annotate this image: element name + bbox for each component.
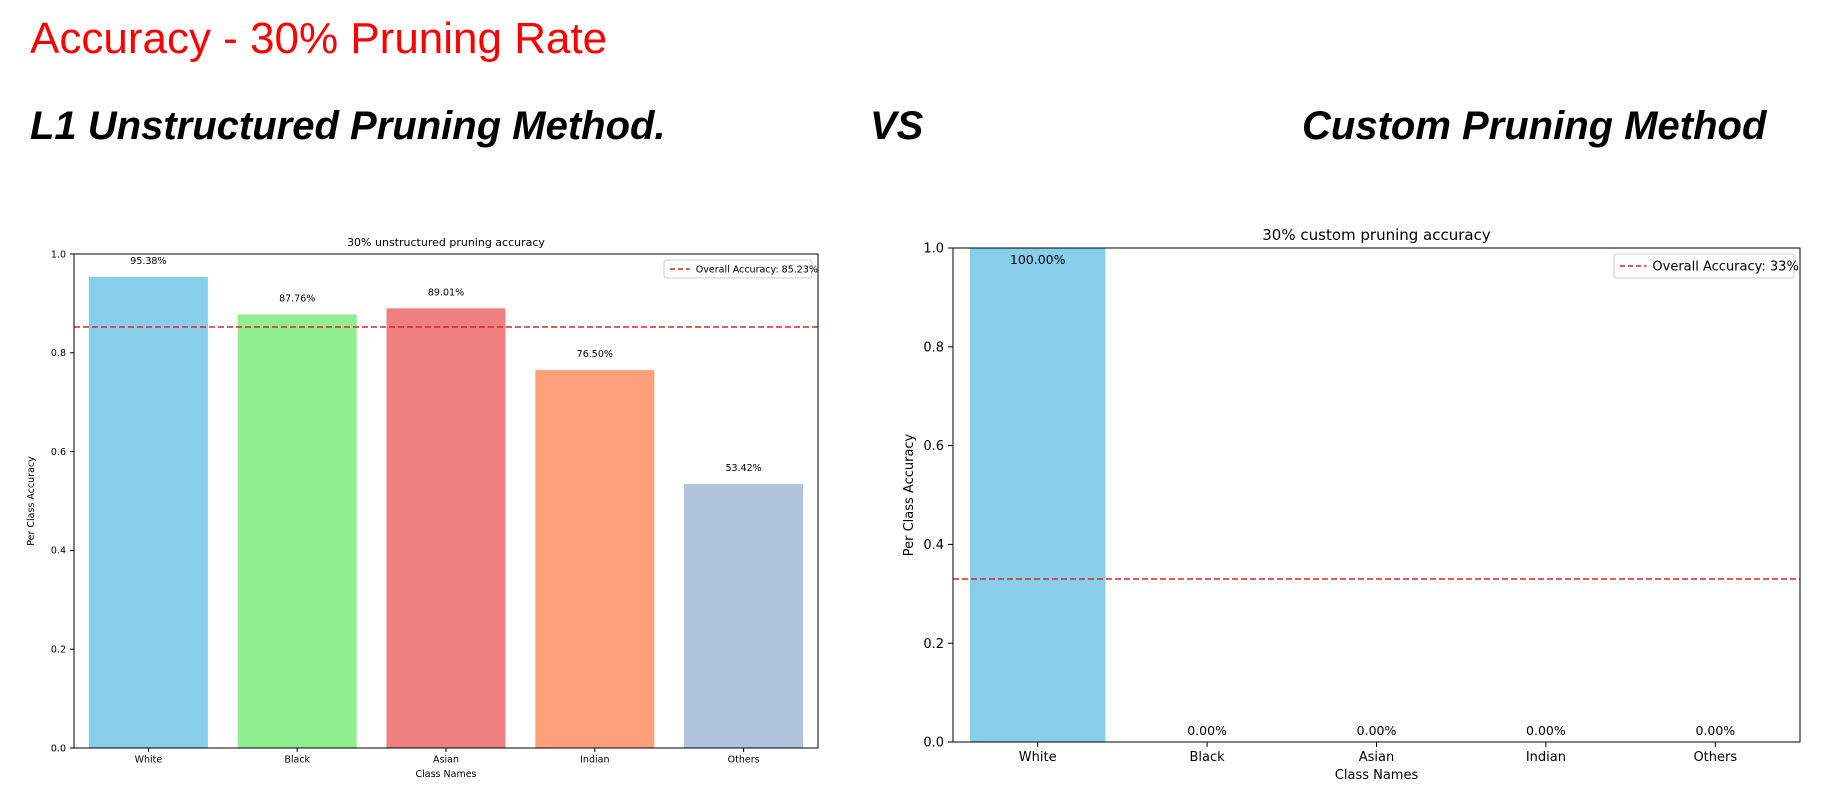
- y-tick-label: 0.4: [51, 546, 66, 557]
- y-tick-label: 1.0: [51, 249, 66, 260]
- y-tick-label: 0.6: [51, 447, 66, 458]
- x-tick-label-asian: Asian: [1359, 750, 1394, 765]
- chart-title: 30% unstructured pruning accuracy: [347, 236, 545, 249]
- value-label-others: 53.42%: [725, 463, 761, 474]
- y-tick-label: 0.8: [51, 348, 66, 359]
- value-label-asian: 89.01%: [428, 287, 464, 298]
- y-tick-label: 0.0: [923, 736, 944, 751]
- x-tick-label-black: Black: [284, 755, 310, 766]
- slide-title: Accuracy - 30% Pruning Rate: [30, 14, 608, 63]
- left-method-heading: L1 Unstructured Pruning Method.: [30, 104, 666, 148]
- value-label-asian: 0.00%: [1357, 723, 1397, 738]
- legend-label: Overall Accuracy: 85.23%: [696, 264, 818, 275]
- y-axis-label: Per Class Accuracy: [902, 433, 917, 556]
- y-tick-label: 0.6: [923, 439, 944, 454]
- value-label-indian: 76.50%: [577, 349, 613, 360]
- legend-box: [663, 259, 813, 279]
- x-tick-label-black: Black: [1190, 750, 1226, 765]
- bar-asian: [386, 308, 506, 748]
- bar-black: [237, 314, 357, 748]
- bar-white: [969, 248, 1106, 742]
- value-label-indian: 0.00%: [1526, 723, 1566, 738]
- value-label-black: 0.00%: [1187, 723, 1227, 738]
- x-tick-label-others: Others: [1693, 750, 1737, 765]
- x-axis-label: Class Names: [416, 769, 477, 780]
- right-method-heading: Custom Pruning Method: [1302, 104, 1767, 148]
- x-tick-label-white: White: [135, 755, 163, 766]
- x-tick-label-white: White: [1019, 750, 1057, 765]
- y-tick-label: 0.0: [51, 743, 66, 754]
- y-tick-label: 0.8: [923, 340, 944, 355]
- chart-title: 30% custom pruning accuracy: [1262, 226, 1491, 244]
- y-tick-label: 0.2: [923, 637, 944, 652]
- x-axis-label: Class Names: [1335, 768, 1419, 783]
- bar-others: [684, 484, 804, 748]
- y-tick-label: 0.2: [51, 645, 66, 656]
- x-tick-label-asian: Asian: [433, 755, 459, 766]
- value-label-others: 0.00%: [1695, 723, 1735, 738]
- y-tick-label: 0.4: [923, 538, 944, 553]
- value-label-black: 87.76%: [279, 293, 315, 304]
- vs-label: VS: [870, 104, 924, 148]
- x-tick-label-others: Others: [728, 755, 760, 766]
- bar-indian: [535, 370, 655, 748]
- legend-box: [1613, 253, 1795, 279]
- x-tick-label-indian: Indian: [1526, 750, 1566, 765]
- value-label-white: 95.38%: [130, 256, 166, 267]
- bar-white: [88, 276, 208, 748]
- y-axis-label: Per Class Accuracy: [26, 456, 37, 546]
- value-label-white: 100.00%: [1010, 252, 1066, 267]
- x-tick-label-indian: Indian: [580, 755, 609, 766]
- legend-label: Overall Accuracy: 33%: [1652, 260, 1798, 275]
- y-tick-label: 1.0: [923, 242, 944, 257]
